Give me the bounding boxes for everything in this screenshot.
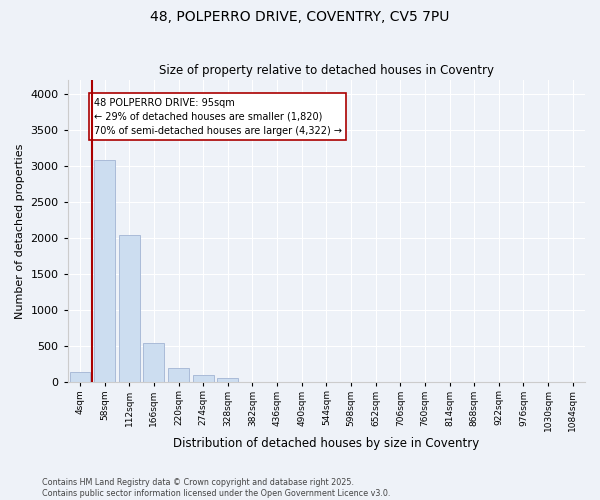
Bar <box>193 375 214 382</box>
Text: 48 POLPERRO DRIVE: 95sqm
← 29% of detached houses are smaller (1,820)
70% of sem: 48 POLPERRO DRIVE: 95sqm ← 29% of detach… <box>94 98 341 136</box>
Title: Size of property relative to detached houses in Coventry: Size of property relative to detached ho… <box>159 64 494 77</box>
Y-axis label: Number of detached properties: Number of detached properties <box>15 144 25 318</box>
Bar <box>143 344 164 382</box>
Bar <box>217 378 238 382</box>
Text: Contains HM Land Registry data © Crown copyright and database right 2025.
Contai: Contains HM Land Registry data © Crown c… <box>42 478 391 498</box>
Bar <box>70 372 91 382</box>
X-axis label: Distribution of detached houses by size in Coventry: Distribution of detached houses by size … <box>173 437 479 450</box>
Bar <box>94 160 115 382</box>
Text: 48, POLPERRO DRIVE, COVENTRY, CV5 7PU: 48, POLPERRO DRIVE, COVENTRY, CV5 7PU <box>151 10 449 24</box>
Bar <box>168 368 189 382</box>
Bar <box>119 234 140 382</box>
